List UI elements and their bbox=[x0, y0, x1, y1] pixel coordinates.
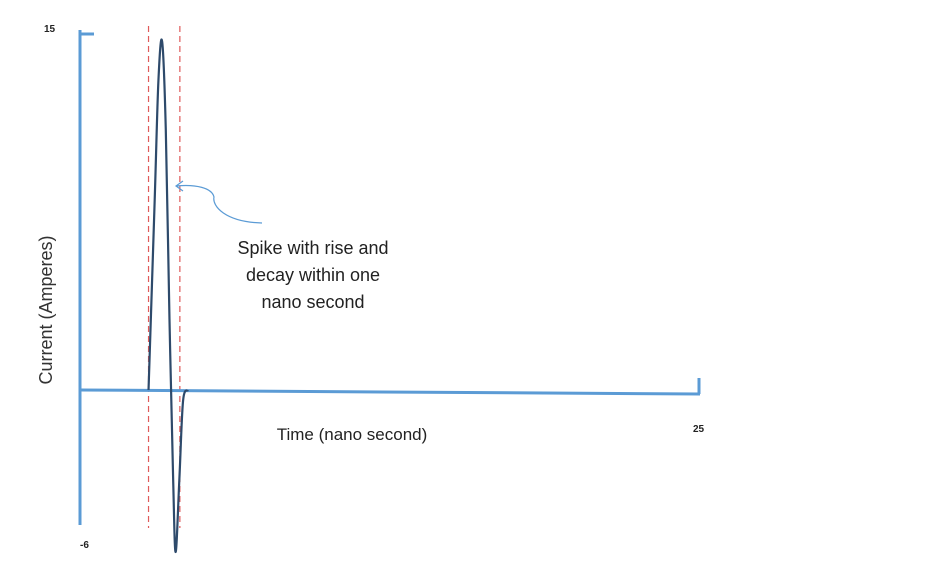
x-max-tick-label: 25 bbox=[693, 424, 705, 435]
series-line bbox=[147, 38, 189, 554]
y-max-tick-label: 15 bbox=[44, 24, 56, 35]
x-axis-title: Time (nano second) bbox=[277, 425, 428, 444]
x-axis bbox=[79, 388, 701, 396]
y-axis-title: Current (Amperes) bbox=[36, 235, 56, 384]
annotation-arrowhead bbox=[174, 180, 184, 192]
y-min-tick-label: -6 bbox=[80, 540, 89, 551]
annotation-line-1: Spike with rise and bbox=[237, 238, 388, 258]
annotation-arrow bbox=[175, 184, 263, 224]
annotation-line-3: nano second bbox=[261, 292, 364, 312]
annotation-line-2: decay within one bbox=[246, 265, 380, 285]
